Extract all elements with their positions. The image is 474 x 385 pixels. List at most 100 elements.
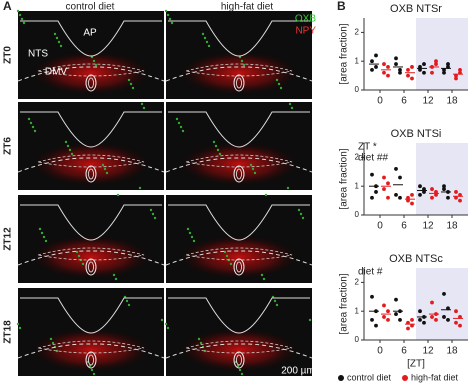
oxb-signal: [29, 121, 33, 125]
y-label: [area fraction]: [339, 148, 350, 209]
oxb-signal: [229, 262, 233, 266]
oxb-signal: [142, 106, 146, 110]
point: [454, 76, 458, 81]
canal: [233, 74, 245, 92]
point: [370, 172, 374, 177]
oxb-signal: [192, 239, 196, 243]
outline: [37, 154, 145, 168]
oxb-signal: [218, 152, 222, 156]
oxb-signal: [212, 140, 216, 144]
point: [418, 184, 422, 189]
oxb-signal: [125, 299, 129, 303]
oxb-signal: [286, 186, 290, 190]
outline: [168, 297, 310, 334]
outline: [165, 157, 313, 173]
y-tick-label: 2: [355, 278, 360, 287]
oxb-signal: [288, 102, 292, 106]
point: [430, 70, 434, 75]
row-label: ZT0: [3, 46, 14, 64]
point: [398, 70, 402, 75]
oxb-signal: [116, 193, 120, 197]
point: [406, 67, 410, 72]
canal: [233, 351, 245, 369]
oxb-signal: [42, 235, 46, 239]
point: [382, 70, 386, 75]
canal: [85, 258, 97, 276]
point: [430, 195, 434, 200]
oxb-signal: [290, 106, 294, 110]
oxb-signal: [66, 144, 70, 148]
point: [418, 192, 422, 197]
oxb-signal: [253, 171, 257, 175]
oxb-signal: [90, 368, 94, 372]
point: [430, 300, 434, 305]
micrograph: [16, 9, 165, 99]
oxb-signal: [51, 341, 55, 345]
oxb-signal: [153, 216, 157, 220]
point: [442, 315, 446, 319]
point: [410, 192, 414, 197]
oxb-signal: [197, 337, 201, 341]
x-label: [ZT]: [407, 359, 425, 370]
oxb-signal: [112, 273, 116, 277]
oxb-signal: [190, 235, 194, 239]
oxb-signal: [77, 254, 81, 258]
oxb-signal: [168, 17, 172, 21]
y-tick-label: 2: [355, 153, 360, 162]
point: [410, 76, 414, 81]
oxb-signal: [68, 148, 72, 152]
canal: [233, 258, 245, 276]
micrographs: [16, 9, 313, 376]
oxb-signal: [188, 231, 192, 235]
point: [394, 312, 398, 316]
point: [442, 184, 446, 189]
oxb-signal: [225, 254, 229, 258]
chart-title: OXB NTSc: [389, 253, 443, 265]
point: [374, 65, 378, 69]
row-label: ZT12: [3, 227, 14, 251]
legend-label: high-fat diet: [411, 372, 459, 382]
region-label: DMV: [45, 67, 68, 78]
row-label: ZT18: [3, 320, 14, 344]
oxb-signal: [238, 368, 242, 372]
point: [430, 187, 434, 191]
oxb-signal: [214, 144, 218, 148]
oxb-signal: [88, 364, 92, 368]
outline: [37, 340, 145, 354]
point: [382, 175, 386, 180]
oxb-signal: [127, 78, 131, 82]
npy-signal: [31, 51, 151, 95]
outline: [185, 154, 293, 168]
point: [382, 187, 386, 191]
region-label: NTS: [28, 49, 48, 60]
point: [430, 315, 434, 319]
y-tick-label: 2: [355, 28, 360, 37]
oxb-signal: [262, 277, 266, 281]
oxb-signal: [203, 36, 207, 40]
oxb-signal: [138, 186, 142, 190]
oxb-signal: [249, 163, 253, 167]
oxb-signal: [223, 250, 227, 254]
oxb-signal: [81, 262, 85, 266]
oxb-signal: [70, 152, 74, 156]
oxb-signal: [44, 239, 48, 243]
x-tick-label: 0: [377, 221, 383, 232]
point: [434, 59, 438, 64]
oxb-signal: [31, 125, 35, 129]
point: [418, 317, 422, 322]
x-tick-label: 18: [446, 96, 458, 107]
oxb-signal: [92, 59, 96, 63]
oxb-signal: [277, 82, 281, 86]
oxb-signal: [38, 227, 42, 231]
point: [386, 309, 390, 314]
outline: [168, 111, 310, 148]
stain-label: NPY: [295, 26, 316, 37]
chart-title: OXB NTSr: [390, 3, 442, 15]
micrograph: [16, 288, 165, 376]
point: [394, 297, 398, 302]
oxb-signal: [264, 193, 268, 197]
micrograph: [164, 9, 313, 99]
point: [370, 195, 374, 200]
oxb-signal: [27, 117, 31, 121]
oxb-signal: [151, 212, 155, 216]
